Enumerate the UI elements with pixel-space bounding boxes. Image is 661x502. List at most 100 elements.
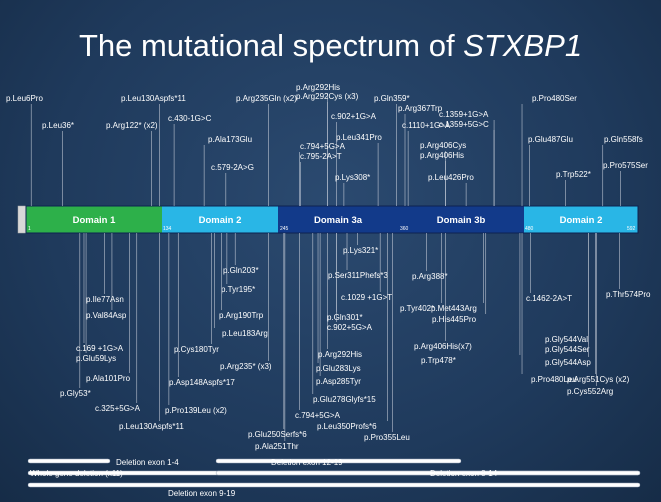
mutation-label-below: p.Gly544Val xyxy=(545,335,588,344)
mutation-label-above: p.Gln359* xyxy=(374,94,410,103)
mutation-label-below: p.His445Pro xyxy=(432,315,477,324)
position-label: 360 xyxy=(400,226,409,232)
mutation-label-below: p.Gly544Ser xyxy=(545,345,590,354)
mutation-label-below: p.Glu283Lys xyxy=(316,364,361,373)
mutation-label-above: c.794+5G>A xyxy=(300,142,346,151)
mutation-label-below: p.Leu183Arg xyxy=(222,329,268,338)
mutation-label-below: p.Glu59Lys xyxy=(76,354,116,363)
mutation-label-below: p.Gln301* xyxy=(327,313,363,322)
mutation-label-below: p.Arg292His xyxy=(318,350,362,359)
deletion-bar xyxy=(215,470,641,476)
mutation-label-below: p.Cys552Arg xyxy=(567,387,613,396)
mutation-label-below: p.Gly544Asp xyxy=(545,358,591,367)
mutation-label-below: p.Arg235* (x3) xyxy=(220,362,272,371)
mutation-label-below: p.Tyr402* xyxy=(400,304,434,313)
mutation-label-above: p.Lys308* xyxy=(335,173,370,182)
mutation-label-above: p.Arg122* (x2) xyxy=(106,121,158,130)
mutation-label-below: c.169 +1G>A xyxy=(76,344,124,353)
deletion-label: Deletion exon 8-14 xyxy=(430,469,498,478)
mutation-label-above: c.902+1G>A xyxy=(331,112,377,121)
mutation-label-above: c.430-1G>C xyxy=(168,114,212,123)
mutation-label-above: p.Leu36* xyxy=(42,121,74,130)
position-label: 592 xyxy=(627,226,636,232)
mutation-label-above: c.1359+1G>A xyxy=(439,110,489,119)
mutation-label-above: p.Pro575Ser xyxy=(603,161,648,170)
mutation-label-below: c.1462-2A>T xyxy=(526,294,572,303)
mutation-label-above: p.Ala173Glu xyxy=(208,135,252,144)
mutation-label-above: p.Arg235Gln (x2) xyxy=(236,94,297,103)
mutation-label-below: p.Pro139Leu (x2) xyxy=(165,406,227,415)
domain-segment xyxy=(524,206,638,233)
mutation-label-below: p.Cys180Tyr xyxy=(174,345,219,354)
mutation-label-below: p.Arg551Cys (x2) xyxy=(567,375,630,384)
domain-bar-outline xyxy=(25,205,639,234)
domain-segment xyxy=(162,206,278,233)
mutation-label-above: p.Arg367Trp xyxy=(398,104,443,113)
domain-segment xyxy=(278,206,398,233)
mutation-label-below: p.Leu130Aspfs*11 xyxy=(119,422,184,431)
mutation-label-below: p.Met443Arg xyxy=(431,304,477,313)
mutation-label-below: p.Arg388* xyxy=(412,272,448,281)
mutation-label-above: c.1359+5G>C xyxy=(439,120,489,129)
mutation-label-below: p.Asp285Tyr xyxy=(316,377,361,386)
mutation-label-below: p.Ala101Pro xyxy=(86,374,131,383)
mutation-label-above: p.Arg292His xyxy=(296,83,340,92)
mutation-label-above: p.Leu130Aspfs*11 xyxy=(121,94,186,103)
deletion-label: Deletion exon 12-19 xyxy=(271,458,343,467)
deletion-label: Whole gene deletion (x11) xyxy=(30,469,123,478)
mutation-label-above: p.Gln558fs xyxy=(604,135,643,144)
deletion-bar xyxy=(27,458,111,464)
mutation-label-below: c.794+5G>A xyxy=(295,411,341,420)
mutation-label-above: c.579-2A>G xyxy=(211,163,254,172)
deletion-label: Deletion exon 1-4 xyxy=(116,458,179,467)
domain-label: Domain 1 xyxy=(73,215,116,226)
mutation-label-below: p.Ala251Thr xyxy=(255,442,299,451)
mutation-label-below: p.Gln203* xyxy=(223,266,259,275)
mutation-label-above: p.Arg406His xyxy=(420,151,464,160)
mutation-label-below: p.Glu250Serfs*6 xyxy=(248,430,307,439)
domain-label: Domain 2 xyxy=(560,215,603,226)
slide-title: The mutational spectrum of STXBP1 xyxy=(0,28,661,64)
position-label: 480 xyxy=(525,226,534,232)
mutation-label-above: p.Pro480Ser xyxy=(532,94,577,103)
deletion-bar xyxy=(27,482,641,488)
domain-segment xyxy=(398,206,524,233)
mutation-label-below: p.Trp478* xyxy=(421,356,456,365)
mutation-label-below: p.Arg406His(x7) xyxy=(414,342,472,351)
title-text: The mutational spectrum of xyxy=(78,28,464,63)
mutation-label-below: p.Val84Asp xyxy=(86,311,127,320)
mutation-label-above: p.Glu487Glu xyxy=(528,135,573,144)
domain-label: Domain 3b xyxy=(437,215,486,226)
mutation-label-below: p.Ser311Phefs*3 xyxy=(328,271,388,280)
mutation-label-below: p.Leu350Profs*6 xyxy=(317,422,377,431)
mutation-label-above: p.Leu6Pro xyxy=(6,94,43,103)
mutation-label-above: p.Arg292Cys (x3) xyxy=(296,92,359,101)
mutation-label-below: p.Thr574Pro xyxy=(606,290,651,299)
bar-cap-left xyxy=(17,205,27,234)
mutation-label-below: p.Arg190Trp xyxy=(219,311,264,320)
gene-name: STXBP1 xyxy=(463,28,583,63)
position-label: 134 xyxy=(163,226,172,232)
mutation-label-below: p.Ile77Asn xyxy=(86,295,124,304)
deletion-bar xyxy=(215,458,462,464)
mutation-label-below: p.Pro355Leu xyxy=(364,433,410,442)
position-label: 245 xyxy=(280,226,289,232)
mutation-label-above: c.1110+1G>A xyxy=(402,121,451,130)
mutation-label-above: p.Trp522* xyxy=(556,170,591,179)
mutation-label-below: p.Tyr195* xyxy=(221,285,255,294)
mutation-label-below: p.Gly53* xyxy=(60,389,91,398)
mutation-label-below: p.Pro480Leu xyxy=(531,375,577,384)
mutation-label-above: p.Leu341Pro xyxy=(336,133,382,142)
mutation-label-below: c.325+5G>A xyxy=(95,404,141,413)
mutation-label-below: c.902+5G>A xyxy=(327,323,373,332)
mutation-label-below: p.Lys321* xyxy=(343,246,378,255)
deletion-label: Deletion exon 9-19 xyxy=(168,489,236,498)
mutation-label-below: p.Glu278Glyfs*15 xyxy=(313,395,376,404)
domain-segment xyxy=(26,206,162,233)
mutation-label-below: p.Asp148Aspfs*17 xyxy=(169,378,235,387)
mutation-label-above: p.Leu426Pro xyxy=(428,173,474,182)
mutation-label-above: c.795-2A>T xyxy=(300,152,342,161)
mutation-label-below: c.1029 +1G>T xyxy=(341,293,392,302)
